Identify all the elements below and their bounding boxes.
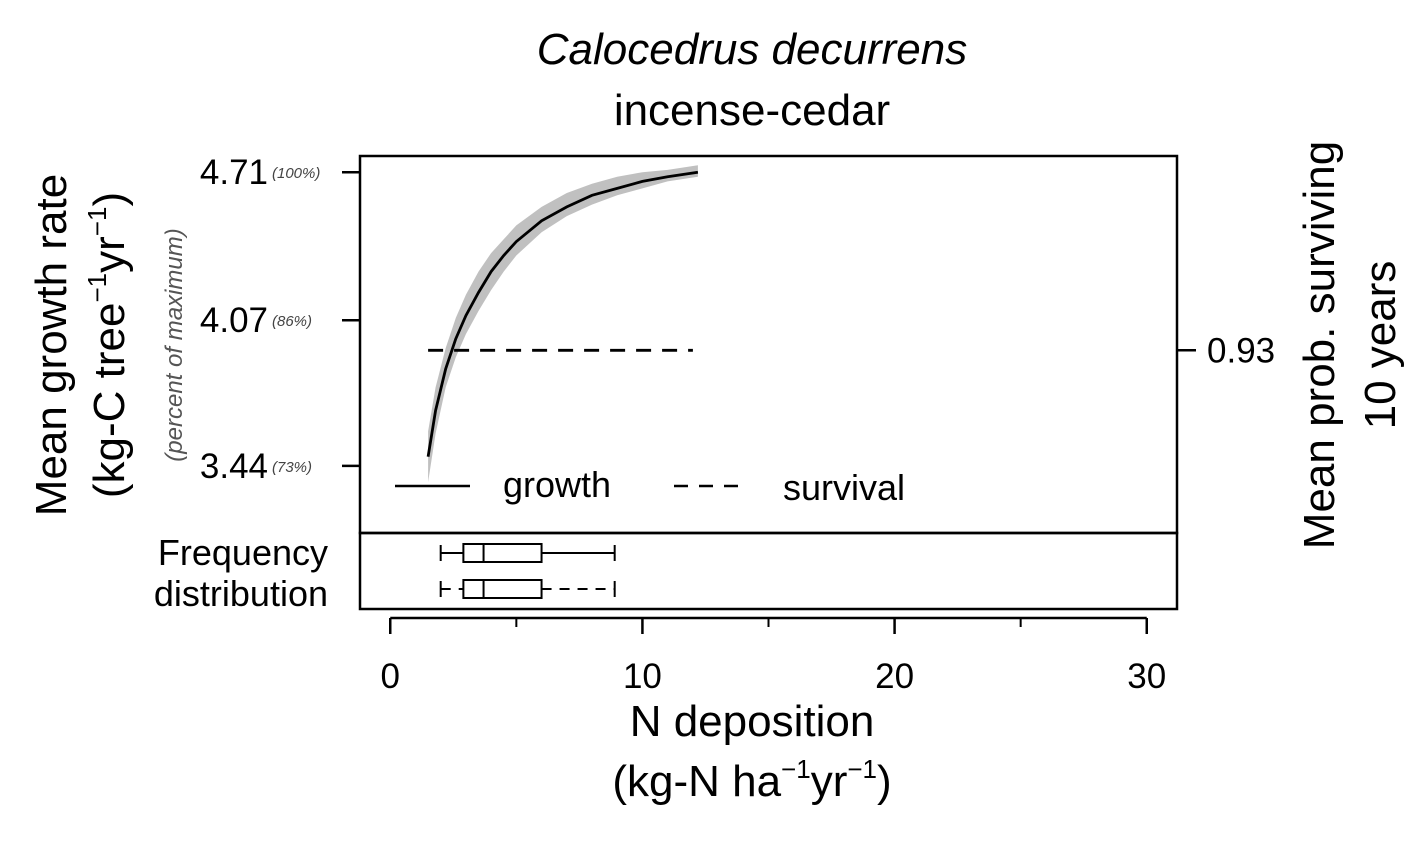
y-axis-title: Mean growth rate bbox=[27, 174, 76, 516]
main-plot-frame bbox=[358, 154, 1179, 535]
x-axis-title: N deposition bbox=[630, 697, 875, 746]
y2-axis: 0.93 bbox=[1177, 331, 1275, 370]
chart-subtitle: incense-cedar bbox=[614, 86, 890, 135]
growth-line bbox=[426, 170, 699, 457]
boxplot-1 bbox=[439, 543, 616, 563]
x-axis: 0 10 20 30 bbox=[381, 616, 1166, 696]
x-units-prefix: (kg-N ha bbox=[612, 757, 781, 806]
confidence-band-layer bbox=[428, 165, 698, 483]
x-tick-label-10: 10 bbox=[623, 657, 662, 696]
y-units-mid: yr bbox=[85, 236, 134, 273]
y-axis-units: (kg-C tree−1yr−1) bbox=[82, 192, 134, 498]
y2-tick-label-0.93: 0.93 bbox=[1207, 331, 1275, 370]
y-units-suffix: ) bbox=[85, 192, 134, 207]
y2-axis-title-line1: Mean prob. surviving bbox=[1295, 141, 1344, 549]
y-units-prefix: (kg-C tree bbox=[85, 303, 134, 499]
x-tick-label-30: 30 bbox=[1127, 657, 1166, 696]
x-axis-units: (kg-N ha−1yr−1) bbox=[612, 754, 891, 806]
y-units-sup1: −1 bbox=[82, 273, 112, 303]
legend-survival-label: survival bbox=[783, 467, 905, 508]
y-tick-label-3.44: 3.44 bbox=[200, 447, 268, 486]
boxplot-2-box bbox=[462, 579, 543, 599]
legend: growth survival bbox=[395, 464, 905, 508]
growth-confidence-band bbox=[428, 165, 698, 483]
y-tick-pct-3.44: (73%) bbox=[272, 459, 312, 476]
x-units-sup1: −1 bbox=[781, 754, 811, 784]
x-units-suffix: ) bbox=[877, 757, 892, 806]
chart-title: Calocedrus decurrens bbox=[537, 25, 967, 74]
x-tick-label-0: 0 bbox=[381, 657, 400, 696]
y-axis: 4.71 (100%) 4.07 (86%) 3.44 (73%) bbox=[200, 153, 360, 486]
frequency-label-line2: distribution bbox=[154, 573, 328, 614]
frequency-label-line1: Frequency bbox=[158, 532, 328, 573]
y-tick-pct-4.71: (100%) bbox=[272, 165, 320, 182]
y-tick-label-4.71: 4.71 bbox=[200, 153, 268, 192]
frequency-panel-frame bbox=[358, 531, 1179, 611]
y-tick-label-4.07: 4.07 bbox=[200, 301, 268, 340]
y-axis-percent-title: (percent of maximum) bbox=[161, 228, 188, 461]
boxplot-layer bbox=[439, 543, 616, 599]
boxplot-2 bbox=[439, 579, 616, 599]
x-units-sup2: −1 bbox=[847, 754, 877, 784]
y2-axis-title-line2: 10 years bbox=[1356, 261, 1405, 430]
series-layer bbox=[426, 170, 699, 457]
boxplot-1-box bbox=[462, 543, 543, 563]
y-tick-pct-4.07: (86%) bbox=[272, 313, 312, 330]
x-tick-label-20: 20 bbox=[875, 657, 914, 696]
y-units-sup2: −1 bbox=[82, 207, 112, 237]
legend-growth-label: growth bbox=[503, 464, 611, 505]
x-units-mid: yr bbox=[811, 757, 848, 806]
